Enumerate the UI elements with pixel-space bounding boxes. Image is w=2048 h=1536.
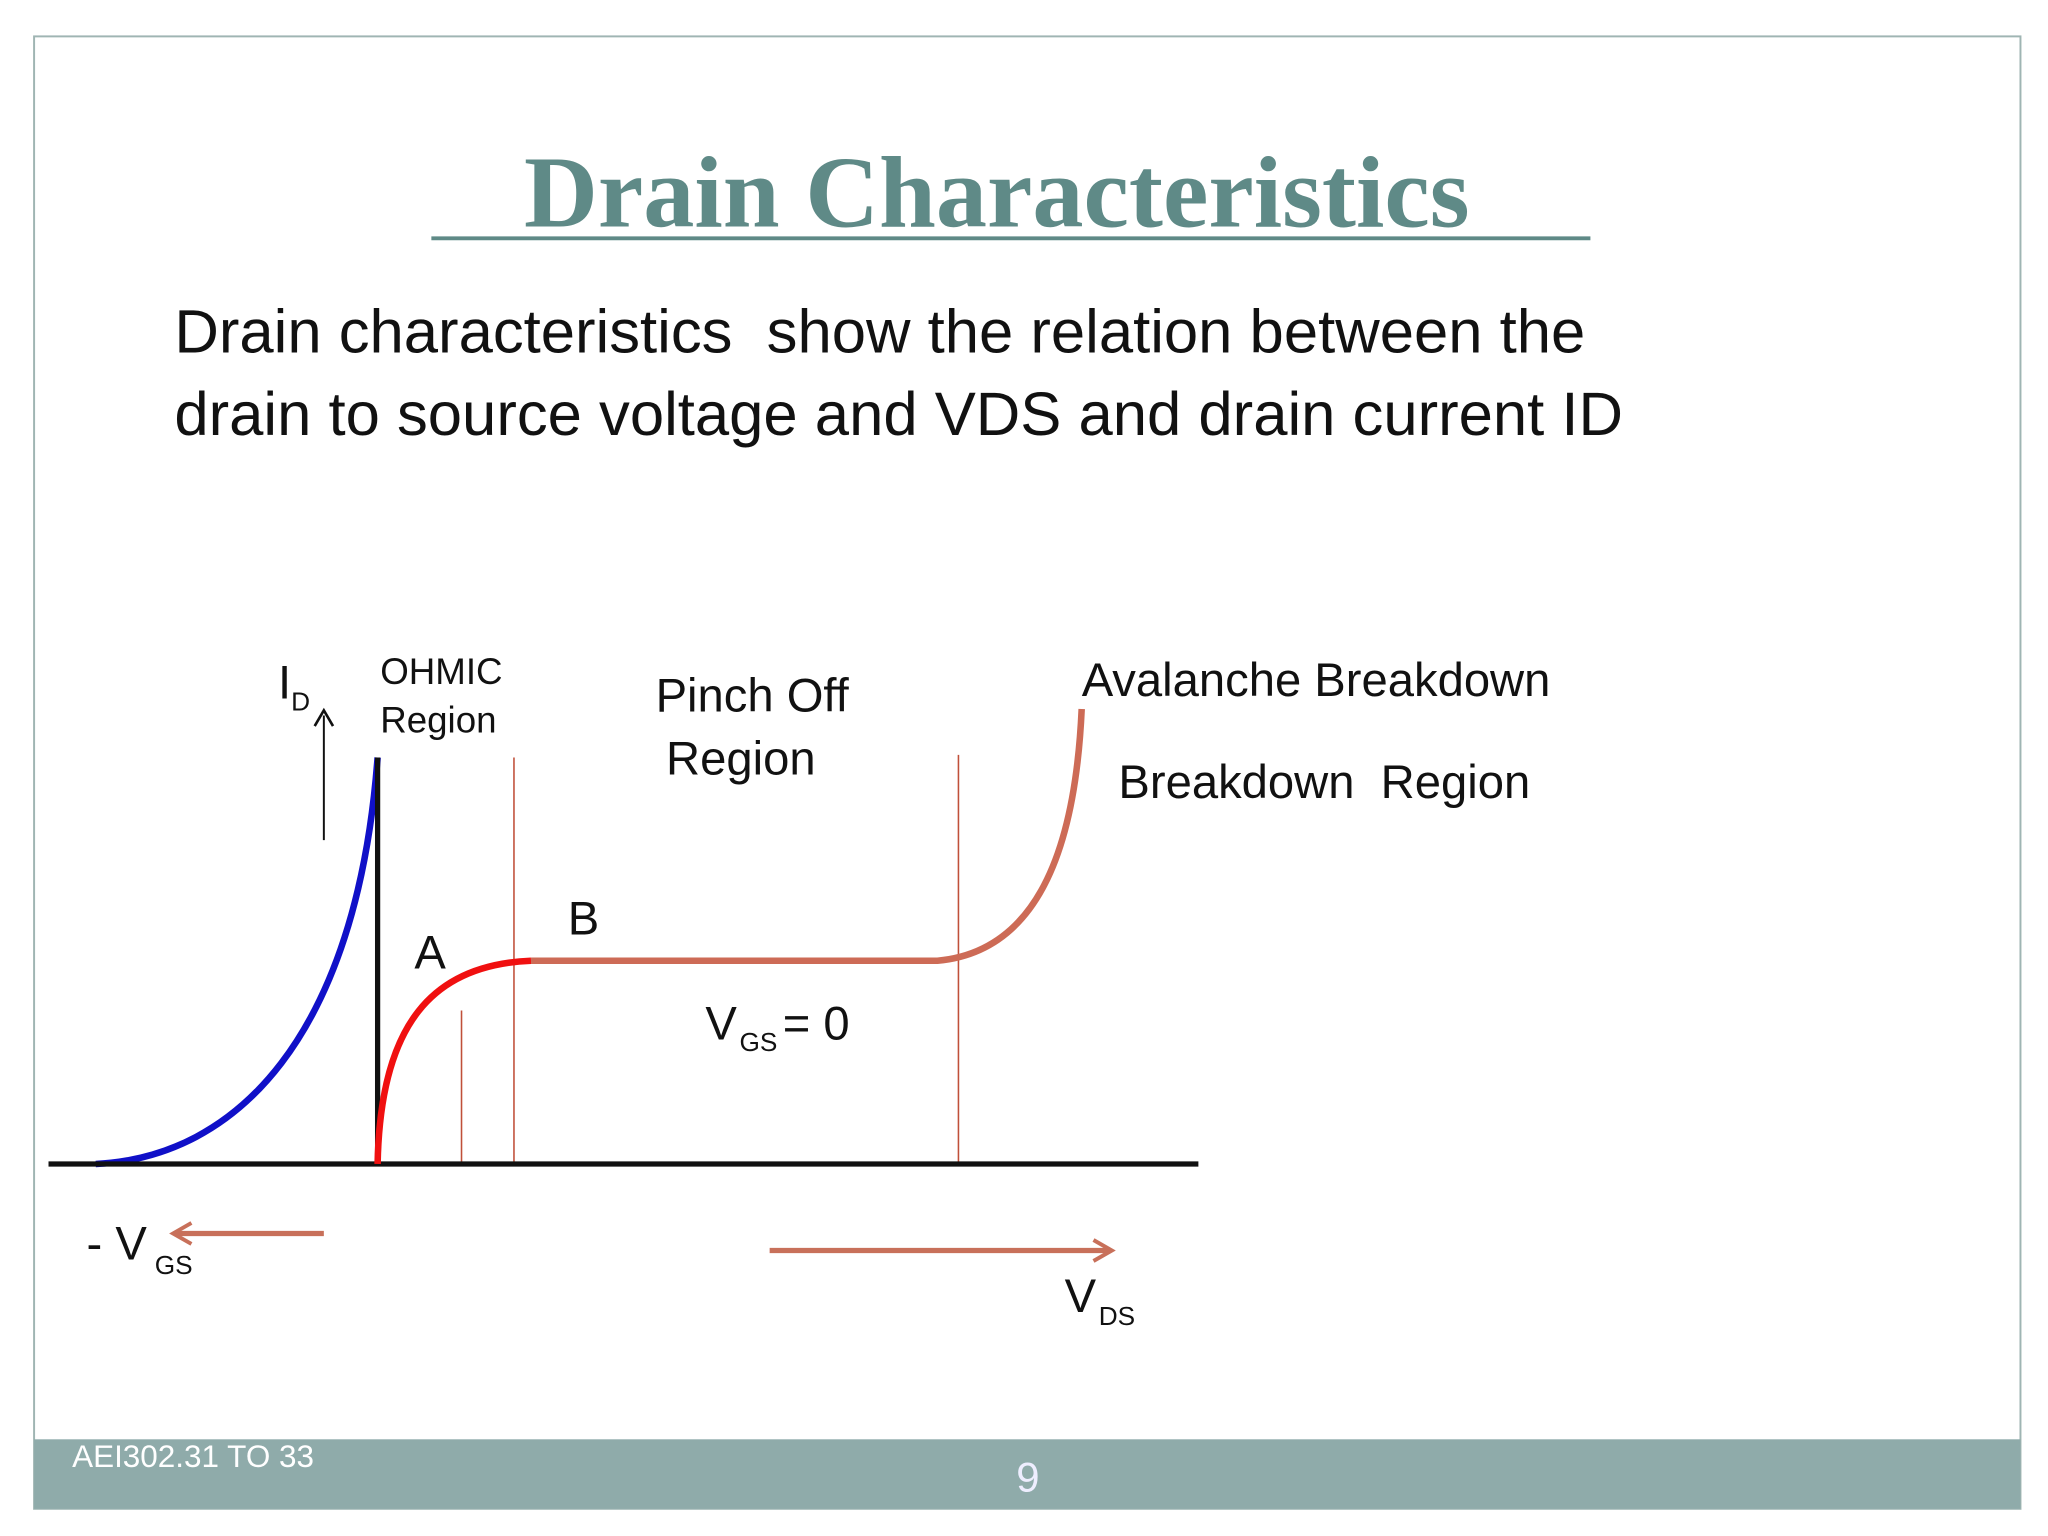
body-line: drain to source voltage and VDS and drai… [174,380,1623,449]
vgs-subscript: GS [739,1027,777,1057]
vds-arrowhead [1092,1238,1116,1263]
vgs-label: V [705,997,737,1050]
neg-vgs-subscript: GS [155,1250,193,1280]
id-subscript: D [291,686,310,716]
id-label: I [278,657,291,710]
vgs-arrowhead [169,1221,193,1246]
slide-border [33,35,2022,1510]
footer-code: AEI302.31 TO 33 [72,1439,314,1474]
vds-label: V [1065,1270,1097,1323]
neg-vgs-label: - V [87,1218,148,1271]
ohmic-curve [374,957,532,1165]
vds-subscript: DS [1099,1301,1135,1331]
breakdown-label: Breakdown Region [1118,756,1530,809]
diagram [48,707,1199,1263]
point-label: B [568,893,599,946]
id-arrowhead [313,707,335,727]
transfer-curve [95,757,381,1168]
point-label: A [414,927,446,980]
title: Drain Characteristics [524,136,1495,249]
footer-band [34,1439,2021,1509]
avalanche-label: Avalanche Breakdown [1082,654,1551,707]
ohmic-label: OHMIC [380,651,502,692]
pinch-off-label: Pinch Off [656,670,850,723]
pinch-off-label: Region [666,733,816,786]
vgs-value: = 0 [783,997,850,1050]
body-line: Drain characteristics show the relation … [174,297,1585,366]
ohmic-label: Region [380,700,496,741]
page-number: 9 [1016,1454,1039,1501]
drain-curve [531,708,1085,965]
